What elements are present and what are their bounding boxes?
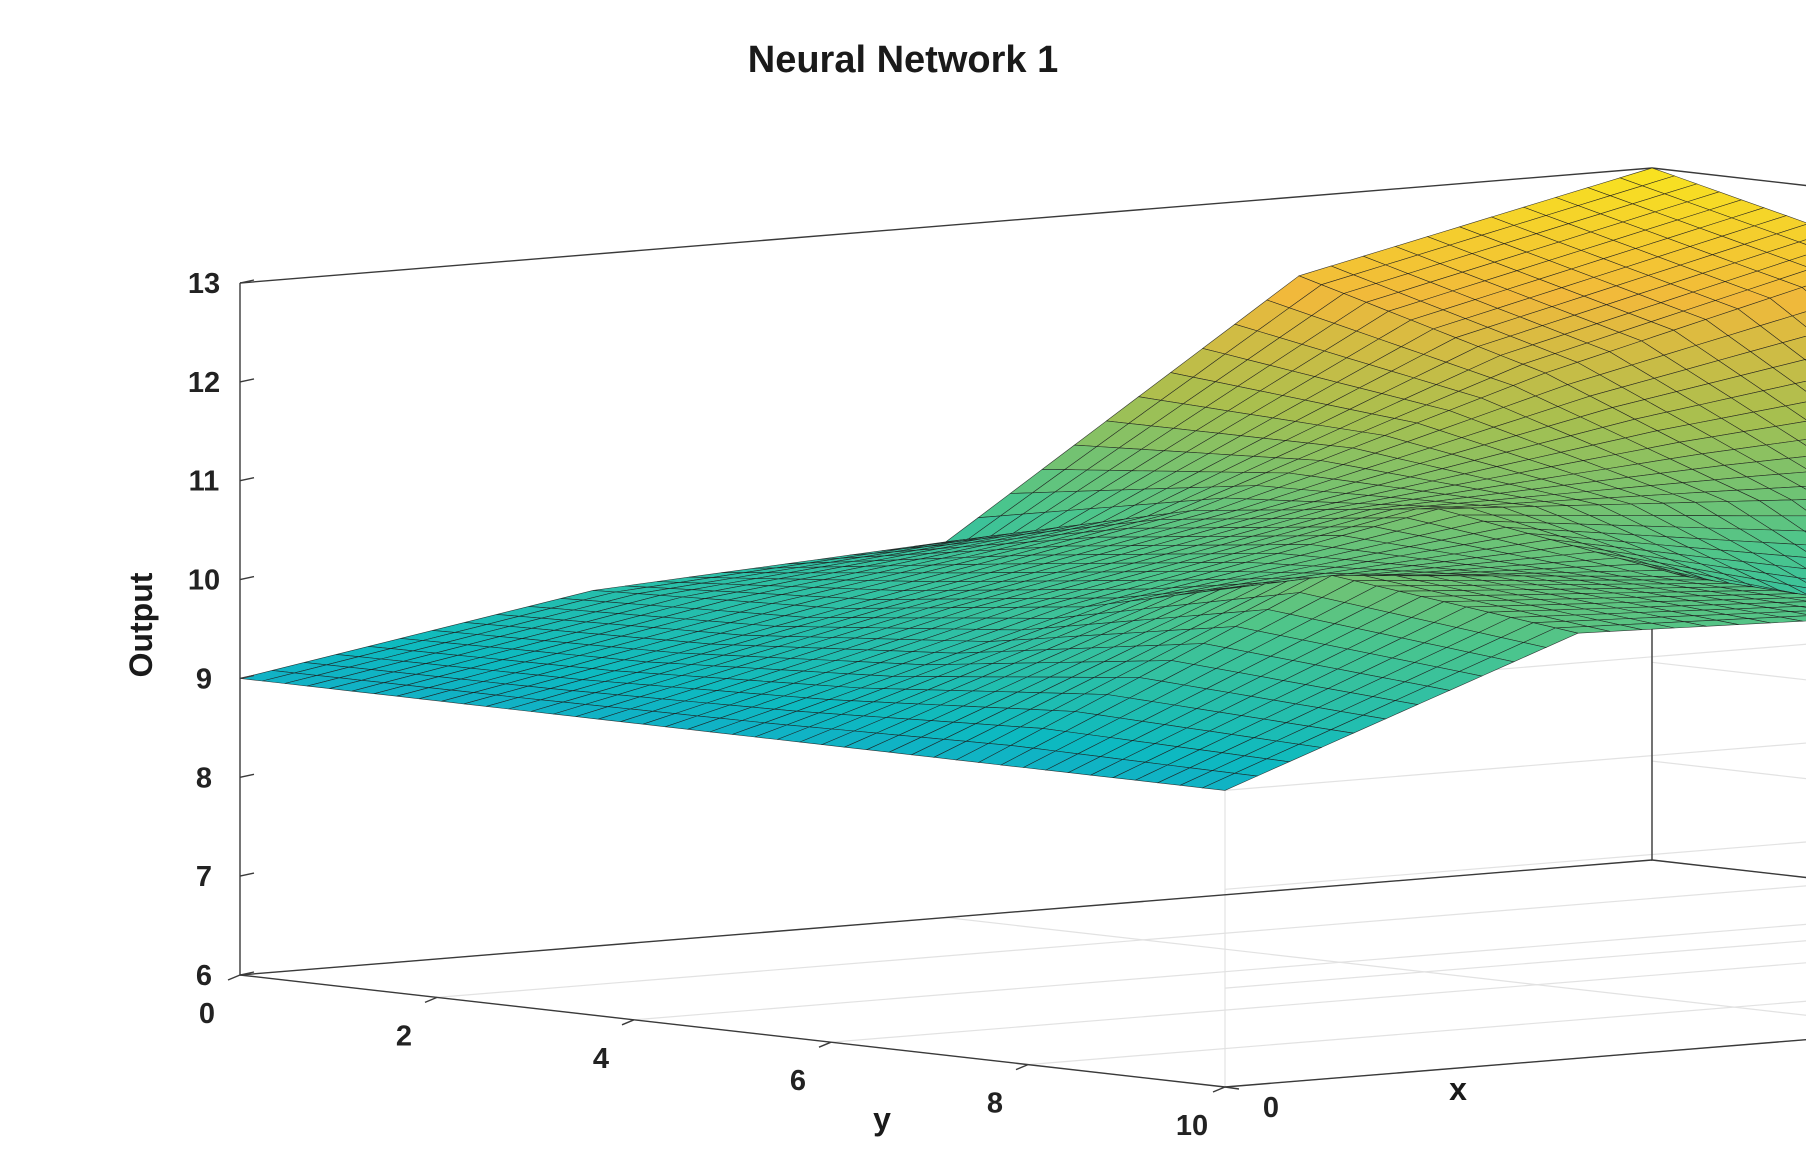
back-wall-grid-line [1652,662,1806,774]
y-tick-label: 2 [396,1020,412,1052]
z-tick-label: 9 [196,663,212,695]
z-tick-label: 13 [188,268,220,300]
side-wall-grid-line [1225,972,1806,1087]
y-tick [1213,1087,1225,1092]
z-tick-label: 12 [188,367,220,399]
x-tick [1225,1087,1239,1089]
floor-grid-line [1225,972,1806,1087]
z-tick [240,379,254,382]
box-edge [240,975,1225,1087]
y-axis-label: y [873,1101,891,1137]
y-tick-label: 4 [593,1043,609,1075]
box-edge [240,860,1652,975]
y-tick-label: 8 [987,1088,1003,1120]
z-tick [240,774,254,777]
z-tick-label: 11 [189,466,220,498]
back-wall-grid-line [1652,761,1806,873]
x-tick-label: 0 [1263,1092,1279,1124]
y-tick [228,975,240,980]
z-tick-label: 7 [196,861,212,893]
floor-grid-line [634,905,1806,1020]
y-tick [1016,1065,1028,1070]
y-tick-label: 0 [199,998,215,1030]
z-tick-label: 10 [188,565,220,597]
y-tick-label: 10 [1176,1110,1208,1142]
y-tick-label: 6 [790,1065,806,1097]
z-tick [240,577,254,580]
x-axis-label: x [1449,1071,1467,1107]
z-tick-label: 6 [196,960,212,992]
y-tick [819,1042,831,1047]
z-axis-label: Output [123,572,159,677]
floor-grid-line [1652,860,1806,972]
y-tick [622,1020,634,1025]
floor-grid-line [1028,950,1806,1065]
box-edge [1225,972,1806,1087]
side-wall-grid-line [1225,873,1806,988]
y-tick [425,997,437,1002]
side-wall-grid-line [1225,774,1806,889]
z-tick-label: 8 [196,762,212,794]
z-tick [240,873,254,876]
back-wall-grid-line [1652,860,1806,972]
floor-grid-line [831,927,1806,1042]
surface [240,168,1806,933]
chart-title: Neural Network 1 [748,39,1058,81]
z-tick [240,478,254,481]
box-edge [1652,860,1806,972]
